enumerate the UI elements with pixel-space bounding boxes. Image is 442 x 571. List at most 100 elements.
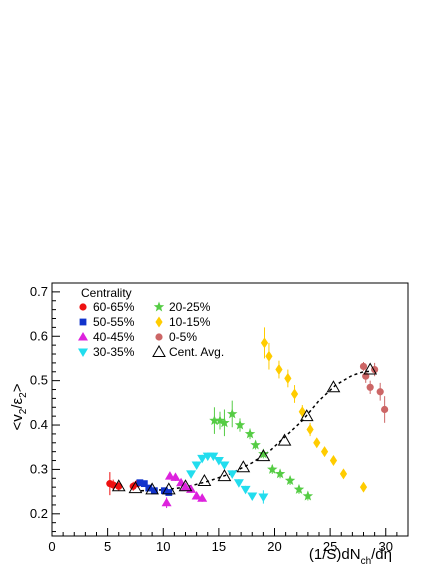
y-tick-label: 0.4 [30, 417, 48, 432]
data-point [209, 415, 220, 426]
data-point [161, 497, 172, 507]
data-point [111, 479, 126, 492]
legend-marker [152, 344, 166, 357]
x-tick-label: 5 [104, 539, 111, 554]
data-point [227, 470, 238, 479]
legend-label: 50-55% [93, 315, 135, 329]
data-point [299, 409, 314, 422]
series-cent-avg- [111, 362, 378, 495]
data-point [208, 452, 219, 462]
data-point [180, 482, 191, 491]
data-point [213, 457, 224, 466]
legend-label: 40-45% [93, 330, 135, 344]
data-point [240, 485, 251, 495]
data-point [197, 493, 208, 502]
data-point [197, 473, 212, 486]
data-point [145, 484, 153, 492]
data-point [164, 471, 175, 480]
series-0-5- [359, 362, 389, 423]
data-point [236, 460, 251, 473]
data-point [284, 475, 296, 485]
legend-label: 60-65% [93, 300, 135, 314]
data-point [115, 482, 123, 490]
data-point [258, 493, 269, 502]
legend-label: 30-35% [93, 345, 135, 359]
x-axis-label: (1/S)dNch/dη [309, 546, 392, 567]
y-tick-label: 0.2 [30, 506, 48, 521]
data-marks [106, 327, 389, 509]
data-point [302, 490, 314, 501]
data-point [140, 480, 148, 488]
data-point [284, 372, 292, 384]
legend-marker [79, 303, 87, 311]
legend-marker [79, 318, 87, 326]
data-point [381, 405, 389, 414]
data-point [298, 406, 306, 418]
data-point [226, 408, 238, 419]
legend-title: Centrality [81, 286, 132, 300]
y-tick-label: 0.6 [30, 328, 48, 343]
data-point [244, 428, 256, 439]
x-tick-label: 30 [379, 539, 393, 554]
data-point [161, 482, 176, 495]
data-point [170, 472, 181, 481]
data-point [219, 417, 230, 428]
data-point [197, 454, 208, 464]
x-tick-label: 10 [156, 539, 170, 554]
axes: 0 5 10 15 20 25 30 0.2 0.3 0.4 0.5 0.6 0.7 [30, 284, 409, 554]
legend-label: 20-25% [169, 300, 211, 314]
legend-marker [78, 348, 88, 357]
data-point [219, 461, 230, 470]
data-point [306, 423, 314, 435]
data-point [165, 489, 173, 496]
legend: Centrality 60-65%50-55%40-45%30-35% 20-25… [78, 286, 224, 359]
data-point [256, 449, 271, 462]
data-point [359, 481, 368, 493]
data-point [267, 463, 278, 474]
legend-label: 0-5% [169, 330, 197, 344]
legend-marker [78, 332, 88, 341]
data-point [260, 337, 269, 349]
data-point [265, 350, 273, 362]
series-40-45- [161, 471, 208, 509]
data-point [150, 487, 158, 495]
series-30-35- [186, 452, 269, 504]
data-point [329, 455, 338, 467]
data-point [191, 461, 202, 470]
data-point [339, 468, 348, 480]
legend-label: 10-15% [169, 315, 211, 329]
data-point [275, 364, 283, 376]
data-point [186, 470, 197, 479]
y-axis-label: <v2/ε2> [9, 383, 29, 430]
data-point [233, 479, 244, 488]
legend-marker [153, 301, 165, 312]
data-point [214, 415, 226, 426]
y-tick-label: 0.3 [30, 461, 48, 476]
data-point [234, 419, 246, 430]
y-tick-label: 0.7 [30, 284, 48, 299]
data-point [320, 446, 329, 458]
data-point [293, 483, 305, 494]
data-point [136, 479, 144, 487]
data-point [376, 388, 384, 396]
data-point [217, 469, 232, 482]
legend-marker [155, 333, 163, 341]
data-point [178, 479, 193, 492]
series-20-25- [209, 400, 314, 501]
data-point [145, 482, 159, 495]
y-tick-label: 0.5 [30, 373, 48, 388]
data-point [277, 433, 292, 446]
x-tick-label: 0 [48, 539, 55, 554]
data-point [363, 362, 378, 375]
data-point [128, 481, 143, 494]
fit-curve-line [140, 370, 375, 492]
data-point [274, 468, 286, 479]
data-point [313, 437, 321, 449]
data-point [326, 380, 341, 393]
x-tick-label: 25 [323, 539, 337, 554]
data-point [250, 439, 261, 450]
legend-label: Cent. Avg. [169, 345, 224, 359]
fit-curve [140, 370, 375, 492]
data-point [366, 383, 374, 391]
